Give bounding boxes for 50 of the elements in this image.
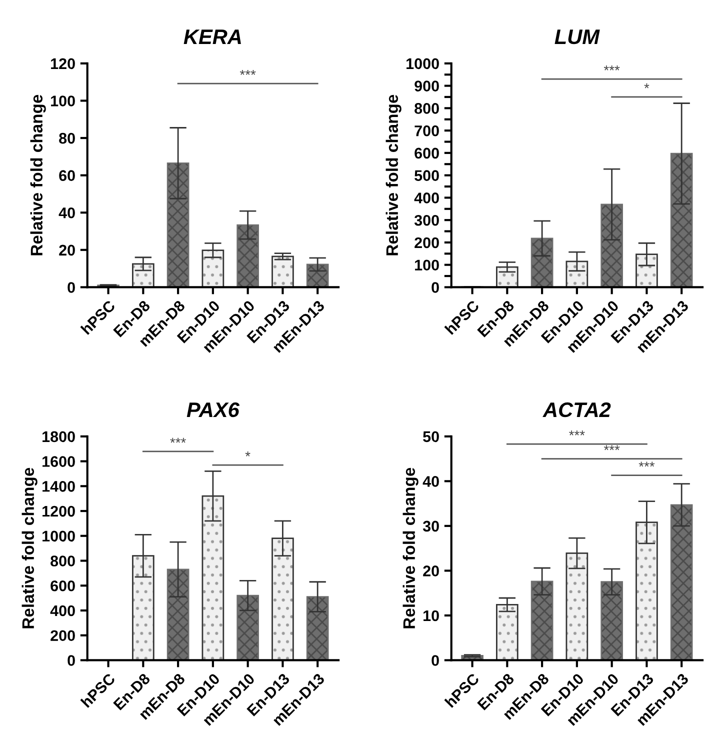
y-tick-label: 100 [51, 96, 75, 106]
chart-title: KERA [184, 30, 241, 44]
annotation: *** [240, 70, 256, 75]
y-tick-label: 1200 [42, 506, 75, 517]
y-tick-label: 200 [50, 630, 75, 642]
annotation: *** [604, 445, 620, 450]
y-tick-label: 120 [51, 58, 75, 70]
y-tick-label: 800 [414, 103, 439, 114]
chart-title: ACTA2 [542, 402, 611, 418]
y-tick-label: 900 [414, 80, 439, 92]
y-tick-label: 20 [59, 244, 75, 256]
y-tick-label: 0 [432, 282, 439, 293]
annotation: *** [170, 438, 186, 443]
y-tick-label: 60 [59, 170, 75, 181]
y-tick-label: 100 [415, 260, 439, 271]
y-tick-label: 200 [414, 237, 439, 248]
y-tick-label: 400 [50, 605, 75, 616]
y-axis-title: Relative fold change [386, 94, 402, 256]
annotation: * [245, 452, 250, 456]
y-tick-label: 600 [50, 580, 75, 592]
y-axis-title: Relative fold change [22, 468, 38, 628]
y-tick-label: 1600 [42, 456, 75, 467]
annotation: * [644, 83, 650, 88]
y-tick-label: 50 [423, 431, 439, 442]
chart-title: LUM [554, 30, 600, 44]
y-tick-label: 1800 [42, 431, 75, 442]
y-tick-label: 80 [59, 132, 75, 144]
y-tick-label: 300 [414, 214, 439, 226]
annotation: *** [604, 66, 620, 70]
y-tick-label: 0 [68, 282, 75, 293]
y-tick-label: 10 [424, 610, 439, 622]
y-tick-label: 40 [58, 207, 75, 218]
y-tick-label: 600 [414, 148, 439, 159]
y-tick-label: 700 [414, 125, 439, 136]
y-tick-label: 500 [414, 170, 439, 181]
y-tick-label: 20 [423, 566, 439, 576]
y-axis-title: Relative fold change [30, 94, 46, 256]
y-tick-label: 0 [432, 655, 439, 666]
chart-title: PAX6 [186, 402, 240, 418]
y-tick-label: 400 [414, 192, 439, 204]
y-tick-label: 800 [50, 556, 75, 566]
y-tick-label: 0 [68, 655, 75, 666]
y-tick-label: 1000 [406, 58, 439, 70]
y-tick-label: 1000 [42, 530, 75, 542]
annotation: *** [638, 462, 655, 467]
text: *** [569, 430, 585, 436]
y-tick-label: 40 [422, 476, 439, 487]
y-tick-label: 1400 [42, 481, 75, 492]
y-axis-title: Relative fold change [402, 468, 418, 628]
y-tick-label: 30 [422, 520, 439, 532]
